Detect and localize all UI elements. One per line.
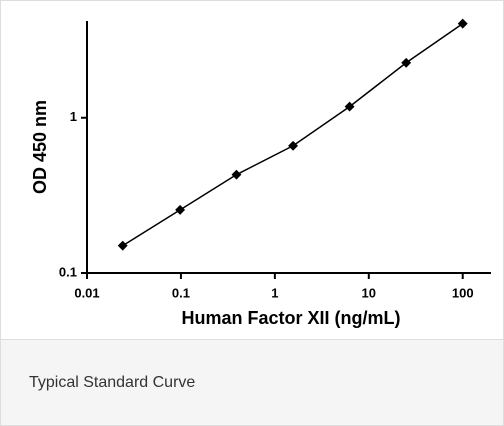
y-tick-label: 1 [70,109,77,124]
data-point [231,169,242,180]
data-point [175,204,186,215]
caption: Typical Standard Curve [29,374,196,391]
x-axis-label: Human Factor XII (ng/mL) [181,308,400,328]
x-tick-label: 1 [271,285,278,300]
x-tick-label: 0.01 [74,285,99,300]
chart: Human Factor XII (ng/mL) OD 450 nm 0.110… [30,18,491,328]
data-point [117,240,128,251]
y-tick-label: 0.1 [59,264,77,279]
x-tick-label: 10 [362,285,376,300]
data-point [288,140,299,151]
series-line [122,23,464,247]
x-tick-label: 100 [452,285,474,300]
caption-area: Typical Standard Curve [1,339,503,425]
x-tick-label: 0.1 [172,285,190,300]
data-point [457,18,468,29]
y-axis-label: OD 450 nm [30,100,50,194]
